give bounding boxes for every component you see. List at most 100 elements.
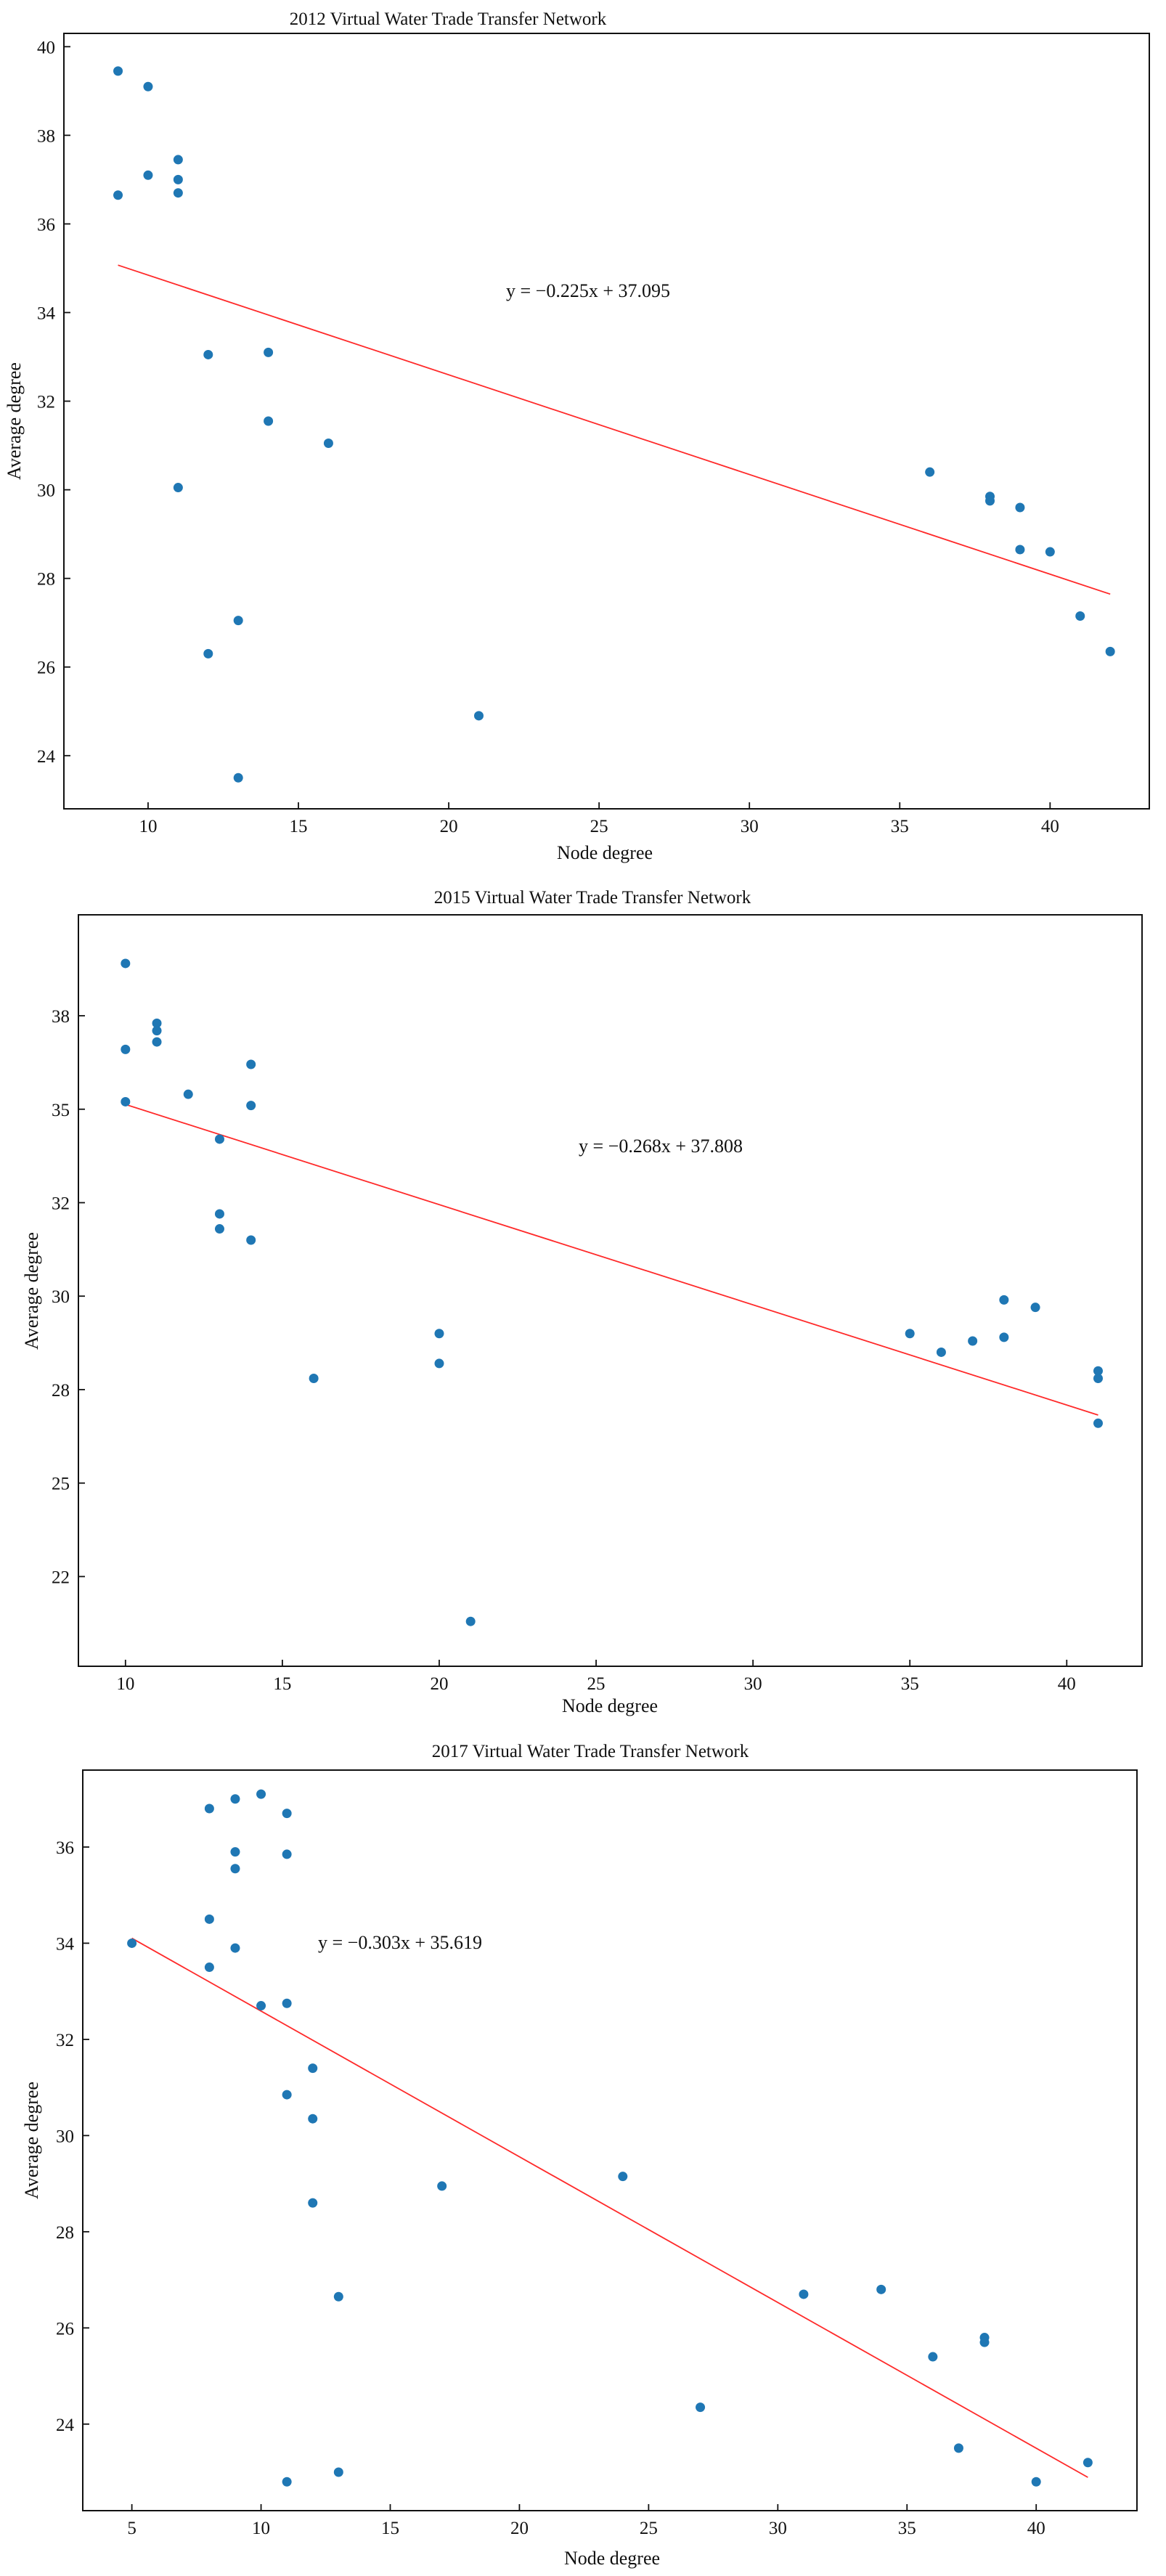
chart-2017-point — [308, 2114, 318, 2124]
chart-2015-equation: y = −0.268x + 37.808 — [579, 1136, 743, 1157]
chart-2012-point — [323, 439, 333, 449]
chart-2012-point — [233, 616, 243, 626]
chart-2015-point — [1093, 1418, 1103, 1428]
chart-2017-xtick-label: 30 — [769, 2519, 787, 2538]
chart-2015-points — [121, 958, 1103, 1626]
chart-2017-points — [127, 1789, 1093, 2487]
chart-2012-point — [173, 188, 183, 198]
chart-2015-point — [152, 1018, 162, 1028]
chart-2015-ytick-label: 35 — [52, 1101, 70, 1120]
chart-2012-ylabel: Average degree — [4, 362, 25, 480]
chart-2012-point — [473, 711, 484, 721]
chart-2017-point — [230, 1847, 240, 1857]
chart-2012-point — [1105, 646, 1115, 656]
chart-2012-xtick-label: 20 — [440, 817, 458, 836]
chart-2017-equation: y = −0.303x + 35.619 — [318, 1932, 482, 1953]
chart-2012-xtick-label: 30 — [741, 817, 759, 836]
chart-2017-ytick-label: 36 — [56, 1838, 74, 1858]
chart-2015-xtick-label: 40 — [1058, 1674, 1076, 1694]
chart-2015-ytick-label: 25 — [52, 1475, 70, 1494]
chart-2017-title: 2017 Virtual Water Trade Transfer Networ… — [432, 1742, 749, 1761]
chart-2017-xtick-label: 10 — [252, 2519, 270, 2538]
chart-2012-point — [173, 174, 183, 184]
chart-2017-xtick-label: 25 — [640, 2519, 658, 2538]
chart-2015-xtick-label: 35 — [901, 1674, 919, 1694]
chart-2015-point — [246, 1059, 256, 1069]
chart-2015-point — [1093, 1366, 1103, 1376]
chart-2017-point — [256, 1789, 266, 1799]
chart-2015-point — [214, 1224, 224, 1234]
chart-2015-point — [999, 1295, 1009, 1305]
chart-2012-ytick-label: 30 — [37, 481, 55, 501]
chart-2012-point — [985, 496, 995, 506]
chart-2017-xtick-label: 15 — [381, 2519, 399, 2538]
chart-2017-point — [256, 2001, 266, 2011]
chart-2017-xlabel: Node degree — [564, 2548, 660, 2569]
chart-2015-point — [152, 1037, 162, 1047]
chart-2015-xtick-label: 30 — [744, 1674, 762, 1694]
chart-2012-point — [113, 190, 123, 200]
chart-2017-point — [204, 1914, 214, 1924]
chart-2015-point — [121, 958, 131, 969]
chart-2015-point — [309, 1374, 319, 1384]
chart-2015-point — [246, 1101, 256, 1111]
chart-2017-point — [333, 2291, 343, 2302]
chart-2015-ticks: 10 15 20 25 30 35 40 22 25 28 30 32 35 38 — [52, 1007, 1076, 1694]
chart-2012-point — [1015, 502, 1025, 513]
chart-2017-point — [799, 2289, 809, 2299]
chart-2017-point — [308, 2063, 318, 2074]
chart-2017-point — [308, 2198, 318, 2208]
chart-2017-fit-line — [131, 1937, 1088, 2478]
chart-2017-xtick-label: 20 — [510, 2519, 529, 2538]
chart-2015-point — [465, 1616, 476, 1626]
chart-2015-point — [246, 1235, 256, 1245]
chart-2012-point — [925, 467, 935, 477]
chart-2012-xtick-label: 15 — [290, 817, 308, 836]
chart-2015-ylabel: Average degree — [21, 1232, 42, 1350]
chart-2017-point — [979, 2337, 990, 2347]
chart-2015-xlabel: Node degree — [562, 1695, 658, 1716]
chart-2017-point — [876, 2284, 886, 2294]
chart-2017-xtick-label: 5 — [127, 2519, 136, 2538]
chart-2015-ytick-label: 22 — [52, 1568, 70, 1587]
chart-2012-ytick-label: 36 — [37, 215, 55, 235]
chart-2015-point — [999, 1332, 1009, 1342]
chart-2012-points — [113, 66, 1115, 783]
chart-2017-ytick-label: 30 — [56, 2127, 74, 2146]
chart-2012-point — [233, 773, 243, 783]
chart-2015-point — [214, 1134, 224, 1144]
chart-2012-xtick-label: 25 — [590, 817, 608, 836]
chart-2012-point — [143, 81, 153, 91]
chart-2012-point — [143, 170, 153, 180]
chart-2017-point — [282, 2090, 292, 2100]
chart-2015-point — [214, 1209, 224, 1219]
chart-2015-frame — [78, 914, 1143, 1667]
chart-2012-ytick-label: 26 — [37, 659, 55, 678]
chart-2017-point — [333, 2467, 343, 2477]
chart-2015-xtick-label: 10 — [116, 1674, 134, 1694]
chart-2015-point — [434, 1358, 444, 1369]
chart-2017-point — [230, 1864, 240, 1874]
chart-2012-ytick-label: 34 — [37, 303, 56, 323]
chart-2015-point — [152, 1026, 162, 1036]
chart-2015-fit-line — [125, 1104, 1098, 1416]
chart-2012-point — [113, 66, 123, 76]
chart-2017-point — [953, 2443, 963, 2453]
chart-2017-point — [204, 1962, 214, 1973]
chart-2017-point — [928, 2352, 938, 2362]
chart-2015-point — [936, 1347, 946, 1357]
chart-2017-frame — [82, 1769, 1138, 2511]
chart-2015-ytick-label: 30 — [52, 1287, 70, 1307]
chart-2012-point — [203, 648, 213, 659]
chart-2012-point — [1045, 547, 1055, 557]
chart-2017-point — [127, 1938, 137, 1948]
chart-2012-xtick-label: 35 — [891, 817, 909, 836]
chart-2015-point — [968, 1336, 978, 1346]
chart-2012-ytick-label: 38 — [37, 126, 55, 146]
chart-2012-xtick-label: 10 — [139, 817, 157, 836]
chart-2017-point — [437, 2181, 447, 2191]
chart-2017-xtick-label: 40 — [1027, 2519, 1045, 2538]
chart-2015-point — [434, 1329, 444, 1339]
chart-2017-ytick-label: 34 — [56, 1934, 75, 1954]
chart-2017-point — [1031, 2477, 1041, 2487]
